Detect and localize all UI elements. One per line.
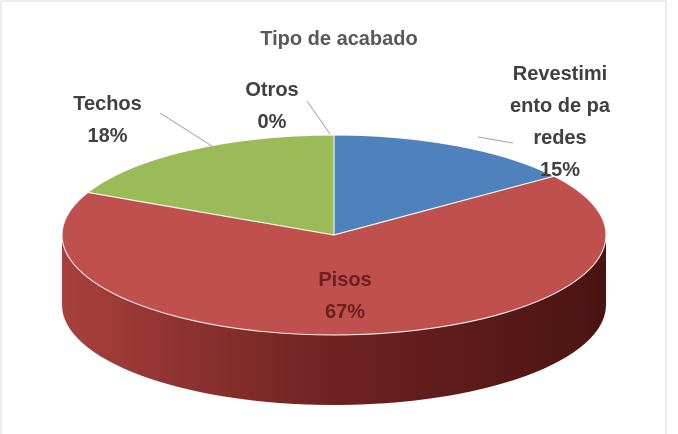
data-label: Techos 18% — [50, 88, 165, 152]
label-value: 0% — [257, 111, 287, 133]
label-name: Pisos — [318, 269, 372, 291]
chart-title: Tipo de acabado — [260, 28, 418, 50]
pie-slice — [86, 134, 335, 236]
label-name: Revestimiento de paredes — [510, 63, 611, 149]
leader-line — [477, 136, 514, 144]
data-label: Revestimiento de paredes 15% — [510, 58, 610, 186]
leader-line — [306, 100, 331, 135]
pie-slice — [333, 134, 556, 236]
pie-slice — [61, 175, 607, 336]
data-label: Otros 0% — [222, 74, 322, 138]
leader-line — [159, 112, 216, 149]
label-value: 15% — [539, 159, 581, 181]
data-label: Pisos 67% — [290, 264, 400, 328]
label-name: Otros — [245, 79, 299, 101]
label-value: 18% — [87, 125, 128, 147]
pie-side — [62, 235, 606, 405]
label-value: 67% — [324, 301, 366, 323]
label-name: Techos — [73, 93, 142, 115]
